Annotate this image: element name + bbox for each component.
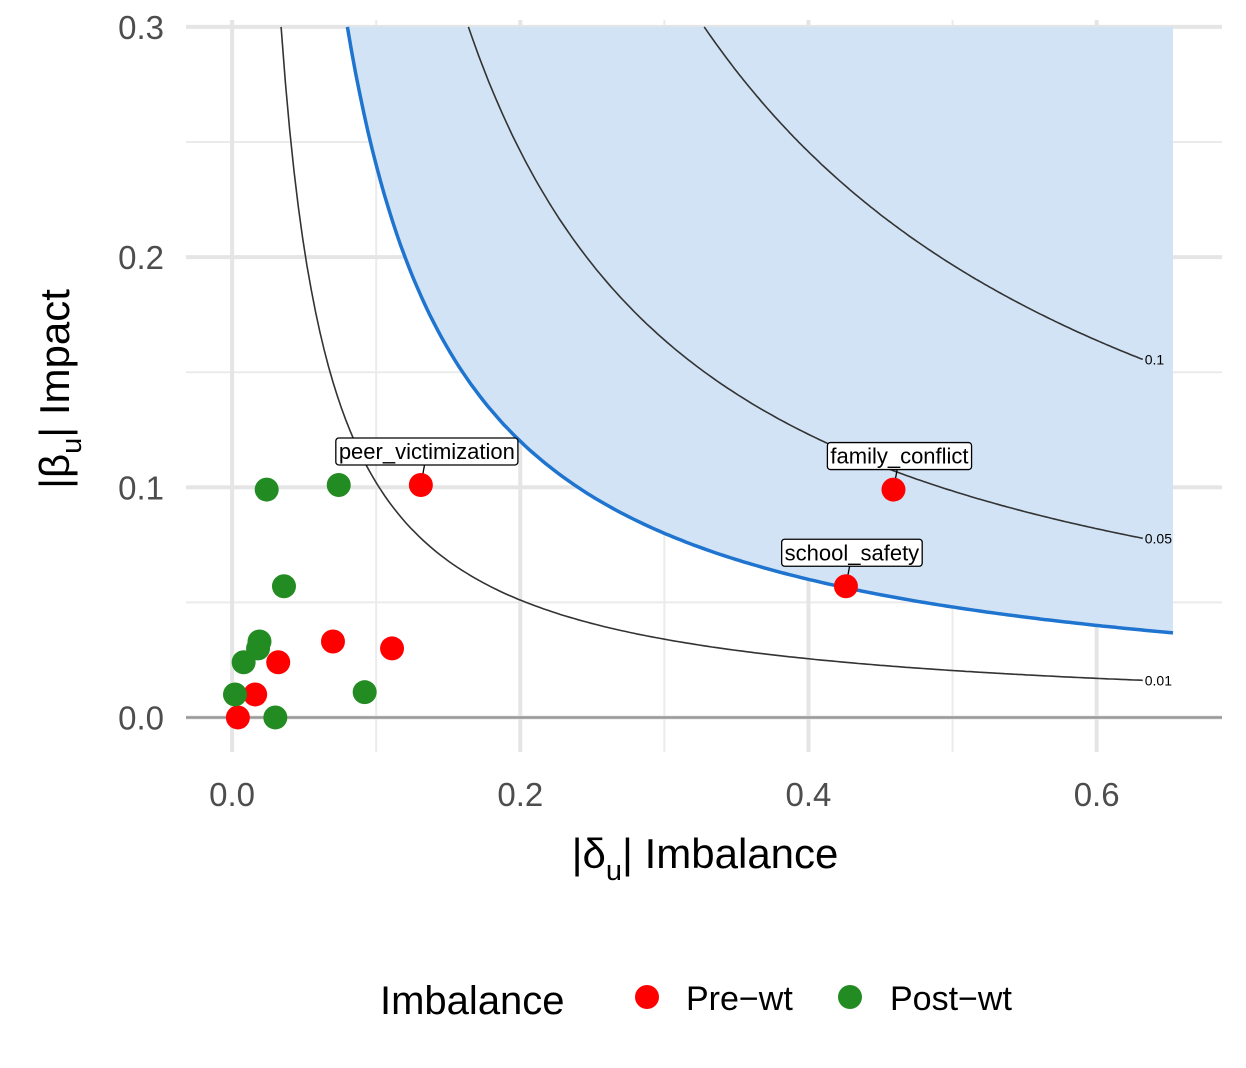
legend-key [635,985,659,1009]
pre-wt-point [408,472,433,497]
post-wt-point [222,682,247,707]
point-label-box [335,437,519,466]
post-wt-point [254,477,279,502]
contour-label: 0.05 [1145,530,1172,546]
post-wt-point [231,650,256,675]
legend-title: Imbalance [380,979,565,1023]
x-axis-title: |δu| Imbalance [572,830,839,887]
contour-line [280,26,1143,682]
legend-label: Pre−wt [686,980,793,1018]
contour-line [467,26,1143,540]
x-tick-label: 0.6 [1074,776,1120,813]
y-tick-label: 0.0 [118,699,164,736]
point-label: family_conflict [830,444,968,469]
y-tick-label: 0.2 [118,239,164,276]
contour-label: 0.01 [1145,672,1172,688]
y-axis-title: |βu| Impact [31,289,88,489]
pre-wt-point [320,629,345,654]
post-wt-point [263,705,288,730]
legend: Imbalance Pre−wt Post−wt [380,979,1012,1023]
point-label-box [781,538,923,567]
y-tick-label: 0.1 [118,469,164,506]
pre-wt-point [833,574,858,599]
threshold-curve [345,26,1174,635]
x-tick-label: 0.0 [209,776,255,813]
threshold-region [345,26,1174,635]
data-points [222,472,906,730]
pre-wt-point [881,477,906,502]
pre-wt-point [243,682,268,707]
axis-ticks: 0.0 0.2 0.4 0.6 0.0 0.1 0.2 0.3 [118,9,1119,813]
x-tick-label: 0.2 [497,776,543,813]
pre-wt-point [380,636,405,661]
legend-label: Post−wt [890,980,1012,1018]
point-labels: peer_victimization family_conflict school_… [335,437,973,587]
x-tick-label: 0.4 [786,776,832,813]
pre-wt-point [266,650,291,675]
contour-line [703,26,1144,361]
post-wt-point [352,680,377,705]
post-wt-point [326,472,351,497]
point-label: peer_victimization [339,439,515,464]
point-label-box [826,441,973,471]
post-wt-point [271,574,296,599]
y-tick-label: 0.3 [118,9,164,46]
threshold-region-fill [347,26,1173,633]
legend-items: Pre−wt Post−wt [635,980,1012,1018]
pre-wt-point [225,705,250,730]
point-label: school_safety [785,540,920,565]
contour-lines: 0.01 0.05 0.1 [280,26,1172,688]
contour-label: 0.1 [1145,351,1165,367]
legend-key [838,985,862,1009]
